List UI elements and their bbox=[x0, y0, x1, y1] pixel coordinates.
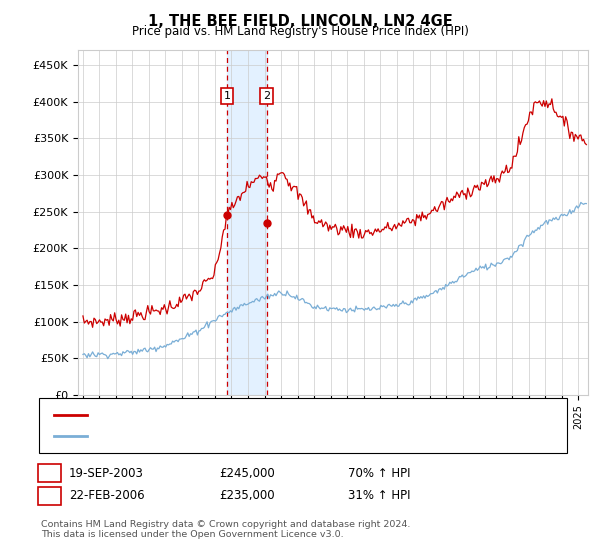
Text: 1, THE BEE FIELD, LINCOLN, LN2 4GE: 1, THE BEE FIELD, LINCOLN, LN2 4GE bbox=[148, 14, 452, 29]
Text: 31% ↑ HPI: 31% ↑ HPI bbox=[348, 489, 410, 502]
Text: 1: 1 bbox=[46, 466, 53, 480]
Text: 19-SEP-2003: 19-SEP-2003 bbox=[69, 466, 144, 480]
Text: 1, THE BEE FIELD, LINCOLN, LN2 4GE (detached house): 1, THE BEE FIELD, LINCOLN, LN2 4GE (deta… bbox=[93, 410, 396, 420]
Text: £235,000: £235,000 bbox=[219, 489, 275, 502]
Text: Contains HM Land Registry data © Crown copyright and database right 2024.
This d: Contains HM Land Registry data © Crown c… bbox=[41, 520, 410, 539]
Text: 70% ↑ HPI: 70% ↑ HPI bbox=[348, 466, 410, 480]
Text: Price paid vs. HM Land Registry's House Price Index (HPI): Price paid vs. HM Land Registry's House … bbox=[131, 25, 469, 38]
Text: 22-FEB-2006: 22-FEB-2006 bbox=[69, 489, 145, 502]
Text: 2: 2 bbox=[46, 489, 53, 502]
Text: 1: 1 bbox=[223, 91, 230, 101]
Text: £245,000: £245,000 bbox=[219, 466, 275, 480]
Bar bbox=[227, 50, 266, 395]
Text: HPI: Average price, detached house, West Lindsey: HPI: Average price, detached house, West… bbox=[93, 431, 367, 441]
Text: 2: 2 bbox=[263, 91, 270, 101]
